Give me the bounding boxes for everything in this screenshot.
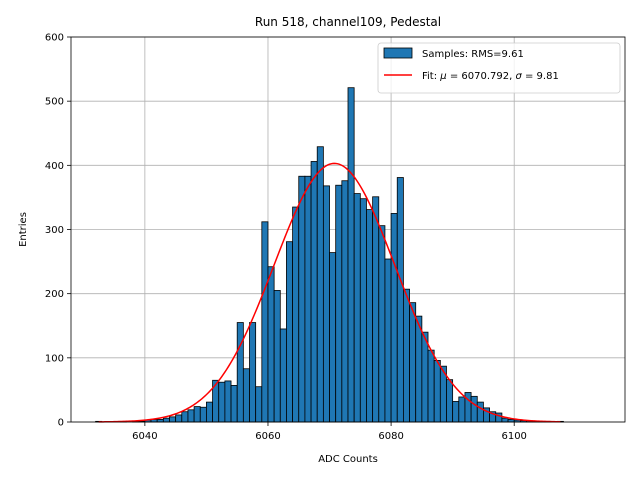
legend-fit-label: Fit: μ = 6070.792, σ = 9.81	[422, 71, 559, 82]
histogram-bar	[193, 406, 201, 423]
histogram-bar	[292, 206, 300, 423]
x-tick-label: 6060	[255, 431, 280, 442]
histogram-bar	[255, 386, 263, 423]
histogram-bar	[335, 184, 343, 423]
legend-fit-prefix: Fit:	[422, 71, 440, 82]
y-tick-label: 200	[45, 289, 64, 300]
y-axis-ticks: 0 100 200 300 400 500 600	[45, 33, 71, 429]
histogram-bar	[298, 175, 306, 423]
histogram-bar	[175, 414, 183, 423]
histogram-bar	[359, 198, 367, 423]
histogram-bar	[353, 193, 361, 423]
histogram-bar	[322, 185, 330, 423]
histogram-bar	[501, 417, 509, 423]
histogram-bar	[218, 381, 226, 423]
histogram-bar	[476, 401, 484, 423]
histogram-bar	[310, 161, 318, 423]
histogram-bar	[273, 290, 281, 423]
histogram-bar	[470, 395, 478, 423]
histogram-bar	[366, 209, 374, 423]
x-axis-label: ADC Counts	[318, 454, 378, 465]
legend-sigma-value: = 9.81	[522, 71, 559, 82]
histogram-bar	[409, 302, 417, 423]
y-tick-label: 0	[58, 418, 64, 429]
histogram-bar	[230, 385, 238, 423]
histogram-bar	[329, 252, 337, 423]
histogram-bar	[390, 213, 398, 423]
histogram-bar	[267, 266, 275, 423]
histogram-bar	[396, 177, 404, 423]
histogram-bar	[236, 322, 244, 423]
histogram-bar	[347, 87, 355, 423]
x-tick-label: 6080	[378, 431, 403, 442]
x-tick-label: 6040	[132, 431, 157, 442]
fit-curve	[98, 162, 561, 423]
histogram-bar	[304, 175, 312, 423]
histogram-bar	[452, 401, 460, 423]
legend-mu-symbol: μ	[439, 71, 446, 82]
y-tick-label: 600	[45, 33, 64, 44]
histogram-bar	[458, 396, 466, 423]
histogram-bar	[433, 359, 441, 423]
y-tick-label: 300	[45, 225, 64, 236]
histogram-bars	[95, 87, 564, 423]
y-tick-label: 500	[45, 97, 64, 108]
histogram-bar	[402, 288, 410, 423]
chart-title: Run 518, channel109, Pedestal	[255, 15, 441, 29]
histogram-bar	[341, 180, 349, 423]
histogram-bar	[169, 416, 177, 423]
histogram-bar	[286, 241, 294, 423]
histogram-bar	[415, 315, 423, 423]
legend-samples-label: Samples: RMS=9.61	[422, 49, 524, 60]
y-axis-label: Entries	[18, 212, 29, 247]
histogram-bar	[162, 417, 170, 423]
histogram-bar	[279, 328, 287, 423]
legend-samples-swatch	[383, 47, 413, 59]
histogram-bar	[224, 380, 232, 423]
x-axis-ticks: 6040 6060 6080 6100	[132, 422, 527, 442]
histogram-bar	[187, 409, 195, 423]
histogram-bar	[446, 379, 454, 423]
histogram-bar	[378, 225, 386, 423]
histogram-bar	[316, 146, 324, 423]
legend-mu-value: = 6070.792,	[447, 71, 516, 82]
histogram-bar	[421, 331, 429, 423]
histogram-bar	[199, 406, 207, 423]
y-tick-label: 400	[45, 161, 64, 172]
histogram-bar	[249, 322, 257, 423]
legend-box	[377, 42, 621, 94]
histogram-bar	[384, 258, 392, 423]
histogram-bar	[427, 349, 435, 423]
histogram-bar	[181, 411, 189, 423]
histogram-bar	[242, 368, 250, 423]
x-tick-label: 6100	[501, 431, 526, 442]
histogram-bar	[372, 196, 380, 423]
legend-sigma-symbol: σ	[515, 71, 522, 82]
histogram-bar	[261, 221, 269, 423]
histogram-bar	[206, 401, 213, 423]
fit-curve-group	[98, 162, 561, 423]
y-tick-label: 100	[45, 353, 64, 364]
legend: Samples: RMS=9.61 Fit: μ = 6070.792, σ =…	[377, 42, 621, 94]
